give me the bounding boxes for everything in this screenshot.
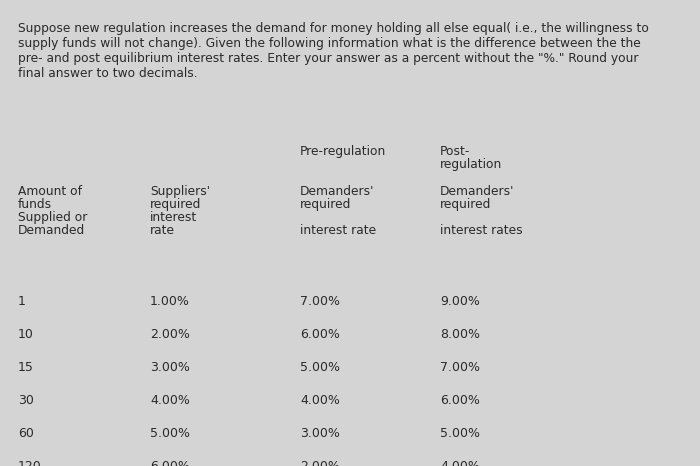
Text: 15: 15	[18, 361, 34, 374]
Text: required: required	[150, 198, 202, 211]
Text: 30: 30	[18, 394, 34, 407]
Text: Demanders': Demanders'	[300, 185, 375, 198]
Text: 6.00%: 6.00%	[150, 460, 190, 466]
Text: 6.00%: 6.00%	[300, 328, 340, 341]
Text: 4.00%: 4.00%	[150, 394, 190, 407]
Text: 120: 120	[18, 460, 42, 466]
Text: 4.00%: 4.00%	[300, 394, 340, 407]
Text: 2.00%: 2.00%	[300, 460, 340, 466]
Text: 1.00%: 1.00%	[150, 295, 190, 308]
Text: pre- and post equilibrium interest rates. Enter your answer as a percent without: pre- and post equilibrium interest rates…	[18, 52, 638, 65]
Text: 7.00%: 7.00%	[440, 361, 480, 374]
Text: interest rates: interest rates	[440, 224, 523, 237]
Text: 10: 10	[18, 328, 34, 341]
Text: Supplied or: Supplied or	[18, 211, 88, 224]
Text: 5.00%: 5.00%	[150, 427, 190, 440]
Text: Pre-regulation: Pre-regulation	[300, 145, 386, 158]
Text: 7.00%: 7.00%	[300, 295, 340, 308]
Text: 3.00%: 3.00%	[150, 361, 190, 374]
Text: Amount of: Amount of	[18, 185, 82, 198]
Text: 2.00%: 2.00%	[150, 328, 190, 341]
Text: 8.00%: 8.00%	[440, 328, 480, 341]
Text: regulation: regulation	[440, 158, 503, 171]
Text: Suppose new regulation increases the demand for money holding all else equal( i.: Suppose new regulation increases the dem…	[18, 22, 649, 35]
Text: Demanders': Demanders'	[440, 185, 514, 198]
Text: funds: funds	[18, 198, 52, 211]
Text: required: required	[300, 198, 351, 211]
Text: required: required	[440, 198, 491, 211]
Text: rate: rate	[150, 224, 175, 237]
Text: Suppliers': Suppliers'	[150, 185, 210, 198]
Text: 6.00%: 6.00%	[440, 394, 480, 407]
Text: 1: 1	[18, 295, 26, 308]
Text: 3.00%: 3.00%	[300, 427, 340, 440]
Text: 5.00%: 5.00%	[440, 427, 480, 440]
Text: Demanded: Demanded	[18, 224, 85, 237]
Text: 60: 60	[18, 427, 34, 440]
Text: 9.00%: 9.00%	[440, 295, 480, 308]
Text: final answer to two decimals.: final answer to two decimals.	[18, 67, 197, 80]
Text: supply funds will not change). Given the following information what is the diffe: supply funds will not change). Given the…	[18, 37, 640, 50]
Text: 4.00%: 4.00%	[440, 460, 480, 466]
Text: Post-: Post-	[440, 145, 470, 158]
Text: 5.00%: 5.00%	[300, 361, 340, 374]
Text: interest: interest	[150, 211, 197, 224]
Text: interest rate: interest rate	[300, 224, 376, 237]
